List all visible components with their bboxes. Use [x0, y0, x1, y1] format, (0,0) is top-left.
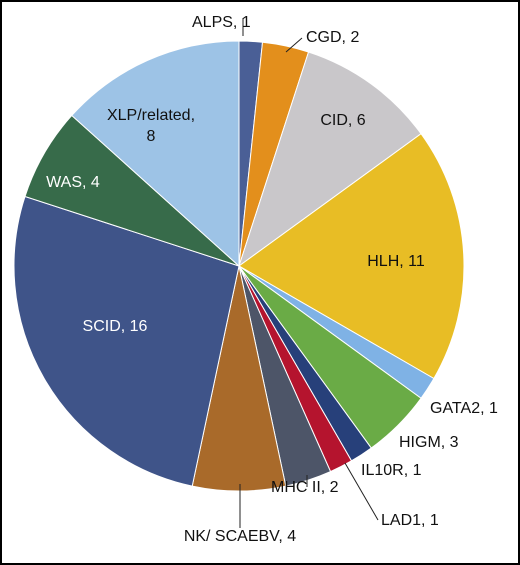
- pie-slice-hlh: [238, 133, 465, 380]
- slice-label: SCID, 16: [83, 318, 148, 335]
- pie-slice-xlp-related: [71, 40, 240, 268]
- slice-label: CGD, 2: [306, 29, 359, 46]
- slice-label: GATA2, 1: [430, 400, 498, 417]
- slice-label: ALPS, 1: [192, 14, 251, 31]
- slice-label: HIGM, 3: [399, 434, 459, 451]
- leader-line: [344, 462, 379, 521]
- slice-label: NK/ SCAEBV, 4: [184, 528, 296, 545]
- slice-label: CID, 6: [320, 112, 365, 129]
- slice-label: MHC II, 2: [271, 479, 339, 496]
- slice-label: IL10R, 1: [361, 462, 422, 479]
- pie-slice-scid: [13, 195, 240, 487]
- slice-label: HLH, 11: [367, 253, 425, 270]
- slice-label: LAD1, 1: [381, 512, 439, 529]
- slice-label: WAS, 4: [46, 174, 100, 191]
- slice-label: XLP/related, 8: [107, 107, 195, 145]
- pie-slice-cid: [238, 51, 422, 268]
- leader-line: [285, 37, 303, 53]
